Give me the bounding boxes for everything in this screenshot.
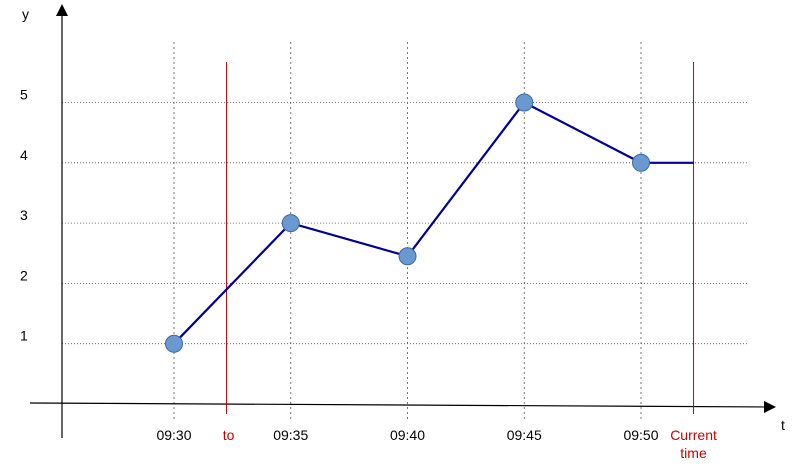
marker-label-current: Current bbox=[670, 427, 717, 443]
y-tick-label: 2 bbox=[20, 267, 28, 283]
vertical-markers bbox=[226, 62, 695, 414]
data-point-0930 bbox=[165, 334, 183, 353]
x-axis-label: t bbox=[781, 417, 785, 433]
series bbox=[165, 93, 694, 353]
data-point-0950 bbox=[632, 153, 650, 172]
x-tick-label: 09:50 bbox=[623, 427, 658, 443]
y-axis-label: y bbox=[22, 6, 29, 22]
data-point-0940 bbox=[398, 247, 417, 266]
x-tick-label: 09:45 bbox=[507, 427, 542, 443]
marker-label-to: to bbox=[223, 427, 235, 443]
grid bbox=[62, 42, 748, 420]
x-tick-label: 09:35 bbox=[273, 427, 308, 443]
data-point-0935 bbox=[281, 214, 300, 233]
data-point-0945 bbox=[515, 93, 534, 112]
x-tick-label: 09:40 bbox=[390, 427, 425, 443]
x-tick-label: 09:30 bbox=[156, 427, 191, 443]
x-axis bbox=[29, 400, 776, 413]
marker-label-time: time bbox=[680, 445, 707, 461]
labels: 1 2 3 4 5 09:30 09:35 09:40 09:45 09:50 y t to Curren… bbox=[20, 6, 785, 461]
y-tick-label: 4 bbox=[20, 147, 28, 163]
axes bbox=[29, 4, 776, 438]
y-tick-label: 1 bbox=[20, 328, 28, 344]
y-tick-label: 3 bbox=[20, 207, 28, 223]
y-tick-label: 5 bbox=[20, 87, 28, 103]
